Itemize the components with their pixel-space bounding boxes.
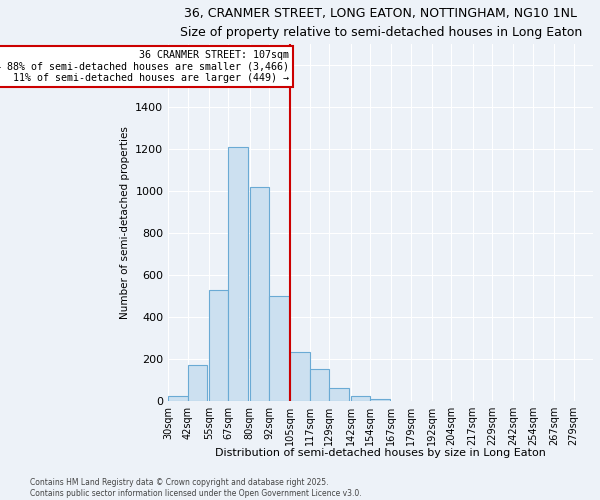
Bar	[310, 368, 329, 401]
Title: 36, CRANMER STREET, LONG EATON, NOTTINGHAM, NG10 1NL
Size of property relative t: 36, CRANMER STREET, LONG EATON, NOTTINGH…	[179, 7, 582, 39]
Text: 36 CRANMER STREET: 107sqm
← 88% of semi-detached houses are smaller (3,466)
  11: 36 CRANMER STREET: 107sqm ← 88% of semi-…	[0, 50, 289, 83]
Y-axis label: Number of semi-detached properties: Number of semi-detached properties	[119, 126, 130, 319]
Bar	[250, 187, 269, 401]
Bar	[168, 396, 188, 401]
Bar	[209, 290, 229, 401]
Bar	[269, 296, 289, 401]
Bar	[329, 388, 349, 401]
Text: Contains HM Land Registry data © Crown copyright and database right 2025.
Contai: Contains HM Land Registry data © Crown c…	[30, 478, 362, 498]
Bar	[188, 366, 207, 401]
Bar	[350, 396, 370, 401]
Bar	[370, 399, 389, 401]
Bar	[229, 147, 248, 401]
X-axis label: Distribution of semi-detached houses by size in Long Eaton: Distribution of semi-detached houses by …	[215, 448, 546, 458]
Bar	[290, 352, 310, 401]
